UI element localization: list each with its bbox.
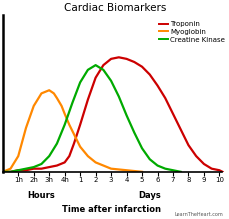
Title: Cardiac Biomarkers: Cardiac Biomarkers xyxy=(63,3,165,13)
Text: Time after infarction: Time after infarction xyxy=(61,205,160,214)
Text: LearnTheHeart.com: LearnTheHeart.com xyxy=(174,212,222,217)
Legend: Troponin, Myoglobin, Creatine Kinase: Troponin, Myoglobin, Creatine Kinase xyxy=(155,18,227,46)
Text: Hours: Hours xyxy=(27,191,55,200)
Text: Days: Days xyxy=(138,191,161,200)
